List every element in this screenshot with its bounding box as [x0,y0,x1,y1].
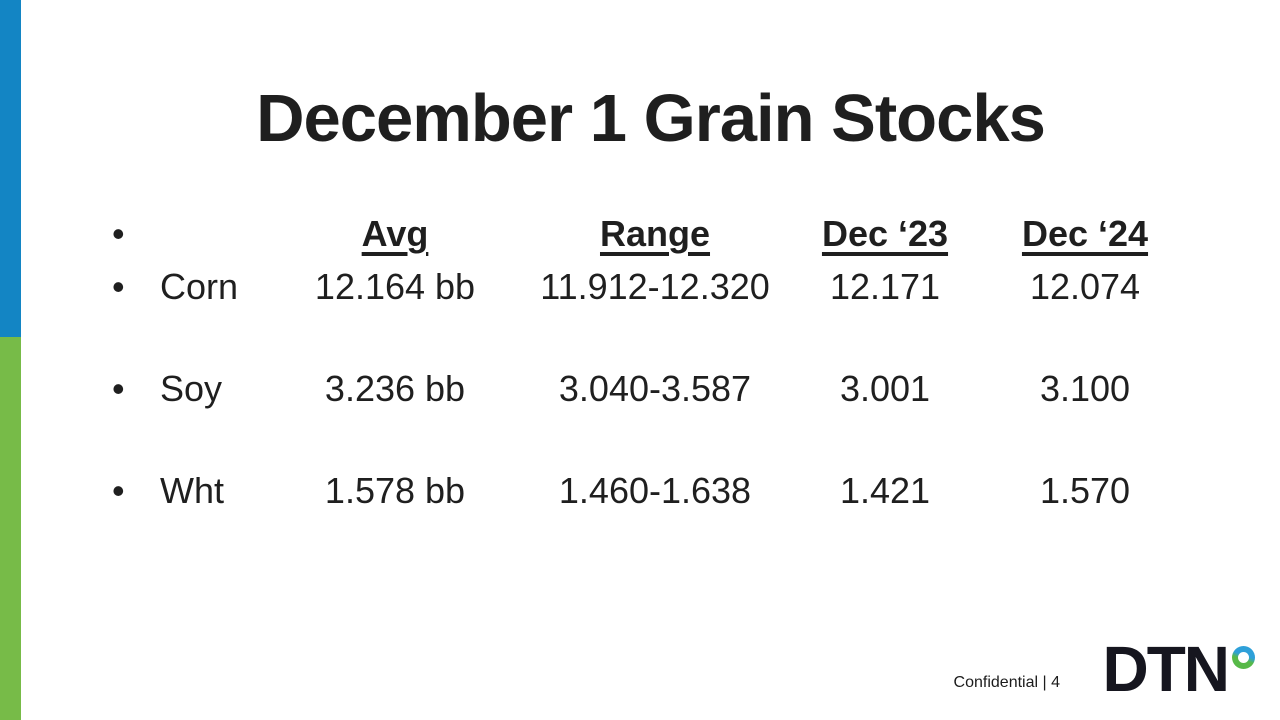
corn-avg-value: 12.164 bb [314,266,476,307]
column-header-avg: Avg [361,213,429,254]
corn-dec23-value: 12.171 [829,266,941,307]
wht-dec23-value: 1.421 [839,470,931,511]
wht-dec24-value: 1.570 [1039,470,1131,511]
edge-accent-green [0,337,21,720]
soy-range-value: 3.040-3.587 [558,368,752,409]
column-header-range: Range [599,213,711,254]
table-row-soy: • Soy 3.236 bb 3.040-3.587 3.001 3.100 [100,363,1200,415]
soy-dec23-value: 3.001 [839,368,931,409]
column-header-dec24: Dec ‘24 [1021,213,1149,254]
header-spacer [160,208,280,260]
table-header-row: • Avg Range Dec ‘23 Dec ‘24 [100,208,1200,260]
confidential-page-label: Confidential | 4 [953,674,1060,691]
dtn-logo-text: DTN [1102,633,1230,705]
table-row-corn: • Corn 12.164 bb 11.912-12.320 12.171 12… [100,261,1200,313]
commodity-label: Wht [160,470,225,511]
slide-title: December 1 Grain Stocks [256,81,1046,156]
edge-accent-blue [0,0,21,337]
commodity-label: Soy [160,368,223,409]
bullet-icon: • [112,266,125,307]
wht-range-value: 1.460-1.638 [558,470,752,511]
bullet-icon: • [112,470,125,511]
column-header-dec23: Dec ‘23 [821,213,949,254]
corn-range-value: 11.912-12.320 [540,266,770,307]
bullet-icon: • [112,213,125,254]
wht-avg-value: 1.578 bb [324,470,466,511]
table-row-wht: • Wht 1.578 bb 1.460-1.638 1.421 1.570 [100,465,1200,517]
commodity-label: Corn [160,266,239,307]
bullet-icon: • [112,368,125,409]
dtn-logo: DTN [1102,633,1255,705]
soy-avg-value: 3.236 bb [324,368,466,409]
soy-dec24-value: 3.100 [1039,368,1131,409]
dtn-logo-dot-icon [1232,646,1255,669]
corn-dec24-value: 12.074 [1029,266,1141,307]
